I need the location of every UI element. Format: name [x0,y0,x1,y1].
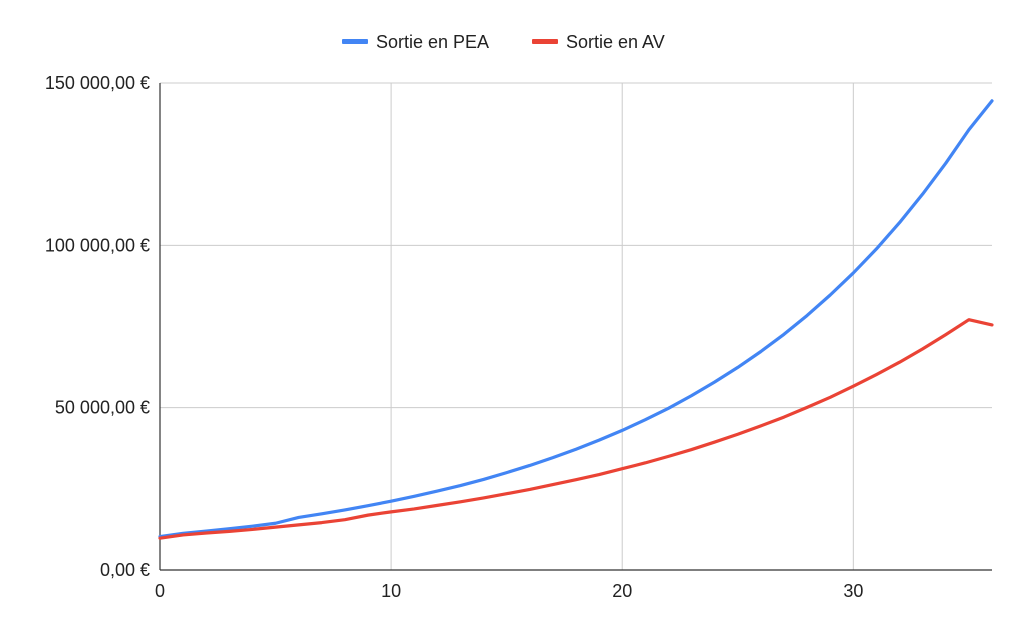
x-tick-label: 10 [381,581,401,601]
y-tick-label: 50 000,00 € [55,398,150,418]
series-lines [158,99,994,540]
y-tick-label: 100 000,00 € [45,235,150,255]
legend-label: Sortie en AV [566,32,665,52]
x-tick-label: 30 [843,581,863,601]
y-tick-label: 150 000,00 € [45,73,150,93]
axes [159,83,992,571]
tick-labels: 0,00 € 50 000,00 € 100 000,00 € 150 000,00 … [45,73,863,601]
legend-label: Sortie en PEA [376,32,489,52]
x-tick-label: 0 [155,581,165,601]
y-tick-label: 0,00 € [100,560,150,580]
series-line-sortie-en-pea [158,99,994,539]
legend: Sortie en PEA Sortie en AV [342,32,665,52]
grid [160,82,992,570]
legend-swatch [342,39,368,44]
series-line-sortie-en-av [158,318,994,540]
legend-swatch [532,39,558,44]
x-tick-label: 20 [612,581,632,601]
